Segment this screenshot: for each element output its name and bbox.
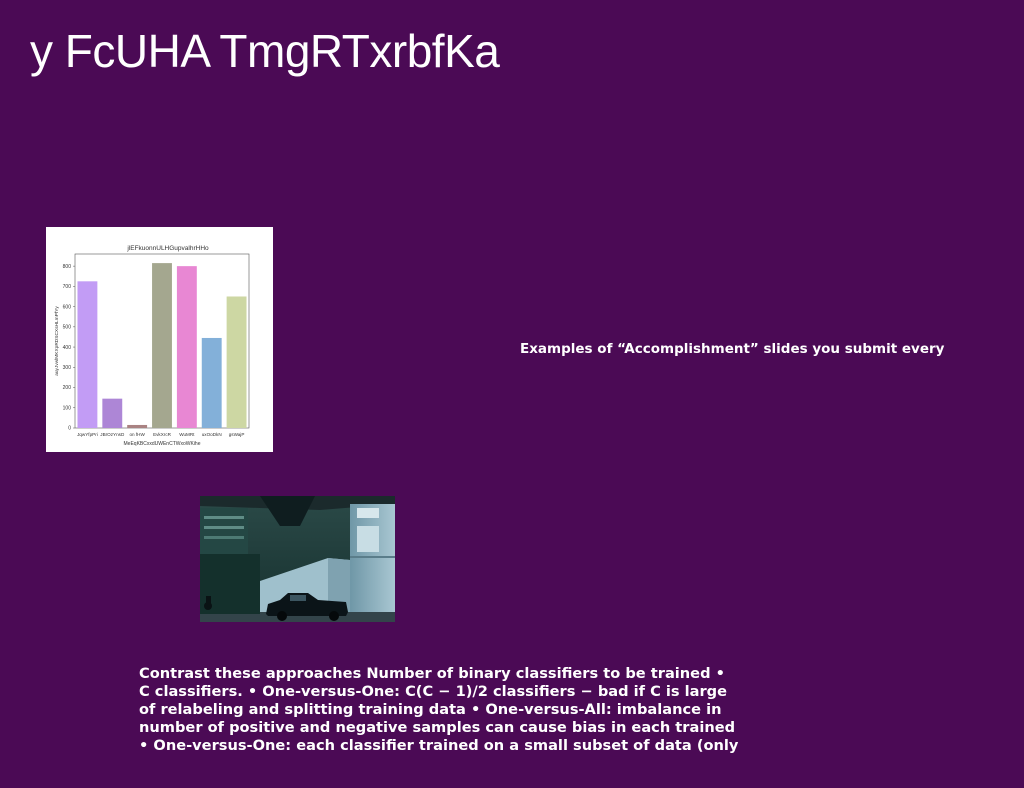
x-axis-label: MeEqKBCxxdUWEnCTWxoWKihe [124, 441, 201, 447]
y-tick-label: 0 [68, 426, 71, 432]
y-tick-label: 100 [63, 405, 72, 411]
body-line: of relabeling and splitting training dat… [139, 701, 722, 718]
y-tick-label: 300 [63, 365, 72, 371]
body-line: Contrast these approaches Number of bina… [139, 665, 725, 682]
y-tick-label: 500 [63, 325, 72, 331]
x-tick-label: EvkXrcR [153, 432, 172, 437]
y-tick-label: 800 [63, 264, 72, 270]
bar-JqwYfpPri [77, 281, 98, 428]
body-line: number of positive and negative samples … [139, 719, 736, 736]
bar-chart: jlEFkuonnULHGupvalhrHHo 0 100 200 300 400 500… [46, 227, 273, 452]
body-line: • One-versus-One: each classifier traine… [139, 737, 739, 754]
bar-gsWajP [226, 296, 247, 428]
x-tick-label: JqwYfpPri [77, 432, 98, 437]
bar-on fHW [127, 424, 148, 428]
bar-WuMRt [176, 266, 197, 428]
y-axis-label: auyJvwlMKXpRDSCXsHLmPfYy [54, 306, 60, 376]
x-ticks-group: JqwYfpPri JBrOzYnsD on fHW EvkXrcR WuMRt uxOo… [77, 432, 244, 437]
body-line: C classifiers. • One-versus-One: C(C − 1… [139, 683, 728, 700]
bar-uxOoDkN [201, 337, 222, 428]
x-tick-label: JBrOzYnsD [100, 432, 125, 437]
x-tick-label: on fHW [129, 432, 145, 437]
y-tick-label: 400 [63, 345, 72, 351]
side-caption: Examples of “Accomplishment” slides you … [520, 341, 945, 357]
slide-title: y FcUHA TmgRTxrbfKa [30, 25, 500, 77]
bar-JBrOzYnsD [102, 398, 123, 428]
x-tick-label: gsWajP [229, 432, 245, 437]
y-ticks-group: 0 100 200 300 400 500 600 700 800 [63, 264, 75, 432]
bars-group [77, 263, 247, 428]
chart-title: jlEFkuonnULHGupvalhrHHo [126, 245, 209, 252]
body-text: Contrast these approaches Number of bina… [139, 665, 819, 755]
street-photo [200, 496, 395, 622]
x-tick-label: uxOoDkN [202, 432, 222, 437]
bar-chart-svg: jlEFkuonnULHGupvalhrHHo 0 100 200 300 400 500… [54, 245, 250, 447]
y-tick-label: 700 [63, 284, 72, 290]
y-tick-label: 200 [63, 385, 72, 391]
street-photo-image [200, 496, 395, 622]
y-tick-label: 600 [63, 304, 72, 310]
x-tick-label: WuMRt [179, 432, 195, 437]
bar-EvkXrcR [152, 263, 172, 428]
